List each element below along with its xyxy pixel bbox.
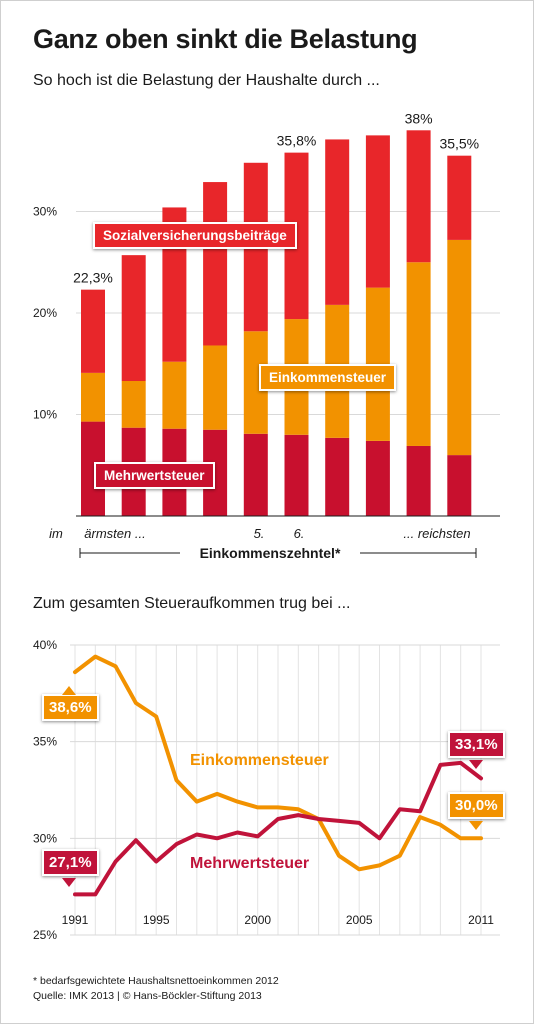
- bar-segment: [284, 434, 309, 516]
- line-xtick-label: 2005: [346, 913, 373, 927]
- bar-ytick-label: 20%: [33, 306, 57, 320]
- bar-xaxis-title: Einkommenszehntel*: [200, 545, 341, 561]
- line-xtick-label: 2000: [244, 913, 271, 927]
- line-xtick-label: 2011: [468, 913, 494, 927]
- bar-segment: [447, 455, 472, 516]
- bar-xaxis-label: ärmsten ...: [84, 526, 145, 541]
- value-tag-pointer: [62, 878, 76, 887]
- bar-segment: [162, 361, 187, 429]
- page-title: Ganz oben sinkt die Belastung: [33, 24, 418, 54]
- bar-total-label: 22,3%: [73, 270, 113, 286]
- value-tag-pointer: [62, 686, 76, 695]
- bar-chart-subtitle: So hoch ist die Belastung der Haushalte …: [33, 72, 380, 89]
- bar-xaxis-label: im: [49, 526, 63, 541]
- value-tag-est-1991: 38,6%: [42, 694, 99, 721]
- bar-total-label: 38%: [405, 110, 433, 126]
- bar-segment: [121, 255, 146, 382]
- line-xtick-label: 1991: [62, 913, 89, 927]
- bar-segment: [447, 239, 472, 456]
- line-label-einkommensteuer: Einkommensteuer: [190, 752, 329, 769]
- footnote-definition: * bedarfsgewichtete Haushaltsnettoeinkom…: [33, 975, 279, 987]
- bar-xaxis-label: 6.: [294, 526, 305, 541]
- bar-segment: [243, 433, 268, 516]
- line-ytick-label: 40%: [33, 638, 57, 652]
- line-label-mehrwertsteuer: Mehrwertsteuer: [190, 855, 310, 872]
- line-chart-subtitle: Zum gesamten Steueraufkommen trug bei ..…: [33, 595, 351, 612]
- line-ytick-label: 30%: [33, 831, 57, 845]
- bar-total-label: 35,5%: [439, 136, 479, 152]
- series-label-mehrwertsteuer: Mehrwertsteuer: [94, 462, 215, 489]
- bar-total-label: 35,8%: [277, 133, 317, 149]
- bar-segment: [81, 372, 105, 422]
- value-tag-mwst-2011: 33,1%: [448, 731, 505, 758]
- bar-xaxis-label: 5.: [254, 526, 265, 541]
- bar-segment: [406, 445, 431, 516]
- footnote: * bedarfsgewichtete Haushaltsnettoeinkom…: [33, 974, 279, 1004]
- bar-segment: [203, 182, 228, 346]
- bar-segment: [243, 331, 268, 434]
- bar-segment: [81, 289, 105, 373]
- bar-segment: [121, 381, 146, 428]
- bar-xaxis-label: ... reichsten: [403, 526, 470, 541]
- series-label-sozialversicherung: Sozialversicherungsbeiträge: [93, 222, 297, 249]
- value-tag-mwst-1991: 27,1%: [42, 849, 99, 876]
- bar-segment: [325, 139, 350, 305]
- series-label-einkommensteuer: Einkommensteuer: [259, 364, 397, 391]
- bar-segment: [365, 135, 390, 288]
- line-xtick-label: 1995: [143, 913, 170, 927]
- bar-segment: [325, 437, 350, 516]
- bar-ytick-label: 10%: [33, 408, 57, 422]
- bar-segment: [406, 262, 431, 446]
- bar-segment: [365, 440, 390, 516]
- line-ytick-label: 35%: [33, 735, 57, 749]
- bar-segment: [406, 130, 431, 263]
- value-tag-pointer: [469, 760, 483, 769]
- bar-segment: [447, 155, 472, 240]
- line-series-mehrwertsteuer: [73, 760, 483, 897]
- value-tag-pointer: [469, 821, 483, 830]
- line-ytick-label: 25%: [33, 928, 57, 942]
- line-series-einkommensteuer: [73, 654, 483, 872]
- footnote-source: Quelle: IMK 2013 | © Hans-Böckler-Stiftu…: [33, 990, 262, 1002]
- bar-segment: [203, 345, 228, 430]
- bar-ytick-label: 30%: [33, 205, 57, 219]
- value-tag-est-2011: 30,0%: [448, 792, 505, 819]
